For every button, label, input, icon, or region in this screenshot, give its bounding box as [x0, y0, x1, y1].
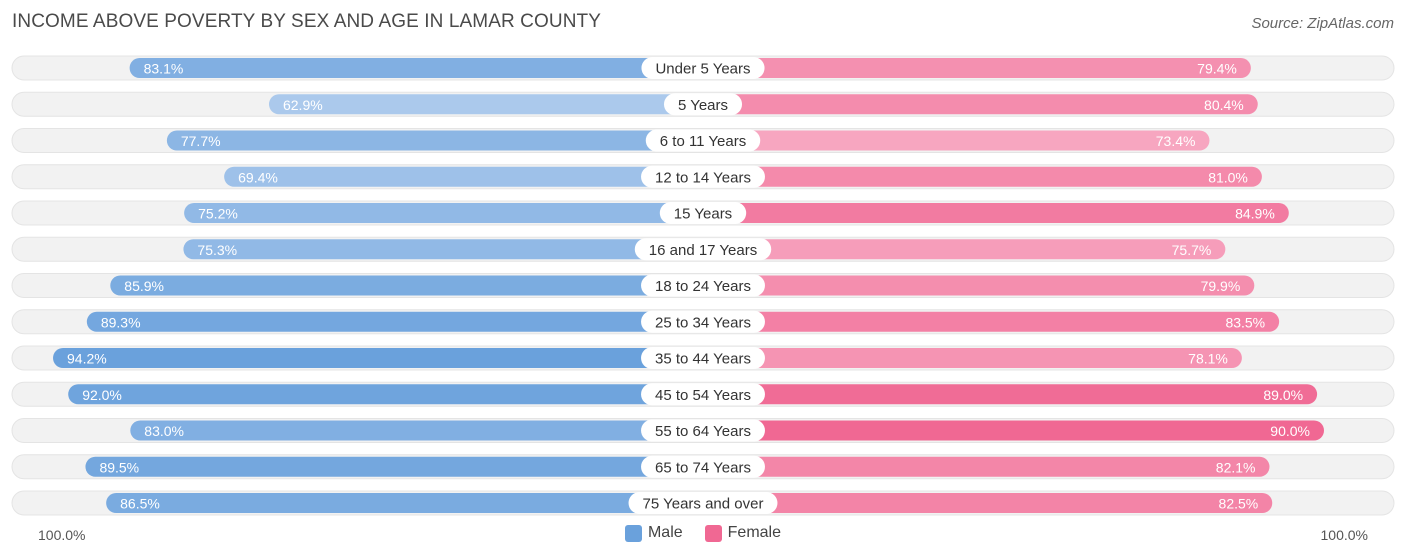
male-value-label: 69.4%	[238, 169, 278, 185]
female-bar	[703, 275, 1255, 296]
category-label: 5 Years	[678, 97, 728, 114]
legend-label-male: Male	[647, 524, 683, 541]
female-value-label: 78.1%	[1188, 351, 1228, 367]
category-label: Under 5 Years	[655, 61, 750, 78]
male-bar	[53, 348, 703, 368]
male-bar	[183, 239, 703, 260]
category-label-pill	[641, 57, 765, 79]
axis-label-left: 100.0%	[38, 527, 86, 543]
male-bar	[68, 384, 703, 405]
category-label: 45 to 54 Years	[655, 387, 751, 404]
legend-label-female: Female	[727, 524, 782, 541]
male-value-label: 89.3%	[101, 314, 141, 330]
category-label-pill	[641, 274, 765, 297]
male-bar	[224, 166, 703, 187]
female-bar	[703, 420, 1324, 441]
chart-title: INCOME ABOVE POVERTY BY SEX AND AGE IN L…	[12, 11, 601, 32]
female-bar	[703, 348, 1242, 368]
female-value-label: 82.5%	[1219, 496, 1259, 512]
category-label-pill	[663, 93, 743, 116]
female-value-label: 83.5%	[1225, 314, 1265, 330]
male-bar	[106, 493, 703, 513]
male-bar	[110, 275, 704, 296]
category-label-pill	[641, 383, 765, 406]
female-value-label: 73.4%	[1156, 133, 1196, 149]
female-value-label: 79.4%	[1197, 61, 1237, 77]
male-value-label: 83.1%	[144, 61, 184, 77]
female-bar	[703, 239, 1226, 260]
category-label: 6 to 11 Years	[660, 133, 746, 150]
male-bar	[166, 130, 703, 151]
female-bar	[703, 456, 1270, 477]
bar-chart: 83.1% 79.4% Under 5 Years 62.9% 80.4% 5 Years…	[11, 55, 1395, 516]
legend-swatch-female	[704, 524, 722, 542]
legend: Male Female	[0, 524, 1406, 542]
chart-source: Source: ZipAtlas.com	[1251, 15, 1394, 32]
category-label: 25 to 34 Years	[655, 314, 751, 331]
category-label-pill	[641, 419, 765, 442]
male-bar	[129, 58, 704, 78]
category-label: 15 Years	[674, 206, 732, 223]
female-bar	[703, 166, 1262, 187]
female-value-label: 81.0%	[1208, 169, 1248, 185]
legend-item-female: Female	[704, 524, 782, 542]
male-value-label: 75.2%	[198, 206, 238, 222]
female-value-label: 80.4%	[1204, 97, 1244, 113]
female-bar	[703, 58, 1251, 78]
category-label-pill	[628, 492, 778, 514]
female-value-label: 89.0%	[1263, 387, 1303, 403]
male-bar	[184, 203, 703, 223]
category-label: 65 to 74 Years	[655, 459, 751, 476]
category-label: 35 to 44 Years	[655, 351, 751, 368]
category-label-pill	[641, 347, 765, 369]
male-value-label: 94.2%	[67, 351, 107, 367]
female-value-label: 75.7%	[1172, 242, 1212, 258]
category-label: 75 Years and over	[643, 496, 764, 513]
female-value-label: 82.1%	[1216, 459, 1256, 475]
male-value-label: 89.5%	[99, 459, 139, 475]
male-value-label: 86.5%	[120, 496, 160, 512]
female-value-label: 79.9%	[1201, 278, 1241, 294]
female-value-label: 84.9%	[1235, 206, 1275, 222]
male-bar	[130, 420, 704, 441]
category-label: 12 to 14 Years	[655, 169, 751, 186]
female-bar	[703, 493, 1273, 513]
category-label-pill	[641, 310, 765, 333]
category-label: 55 to 64 Years	[655, 423, 751, 440]
category-label: 16 and 17 Years	[649, 242, 757, 259]
axis-label-right: 100.0%	[1320, 527, 1368, 543]
female-value-label: 90.0%	[1270, 423, 1310, 439]
female-bar	[703, 384, 1318, 405]
category-label-pill	[659, 202, 747, 224]
male-bar	[268, 94, 703, 115]
male-bar	[85, 456, 703, 477]
male-bar	[86, 311, 703, 332]
female-bar	[703, 94, 1258, 115]
legend-item-male: Male	[624, 524, 683, 542]
male-value-label: 77.7%	[181, 133, 221, 149]
male-value-label: 83.0%	[144, 423, 184, 439]
category-label-pill	[634, 238, 772, 261]
category-label-pill	[641, 455, 765, 478]
male-value-label: 92.0%	[82, 387, 122, 403]
male-value-label: 85.9%	[124, 278, 164, 294]
female-bar	[703, 311, 1280, 332]
female-bar	[703, 203, 1289, 223]
category-label-pill	[641, 165, 765, 188]
female-bar	[703, 130, 1210, 151]
category-label-pill	[645, 129, 761, 152]
category-label: 18 to 24 Years	[655, 278, 751, 295]
male-value-label: 62.9%	[283, 97, 323, 113]
male-value-label: 75.3%	[197, 242, 237, 258]
legend-swatch-male	[624, 524, 642, 542]
